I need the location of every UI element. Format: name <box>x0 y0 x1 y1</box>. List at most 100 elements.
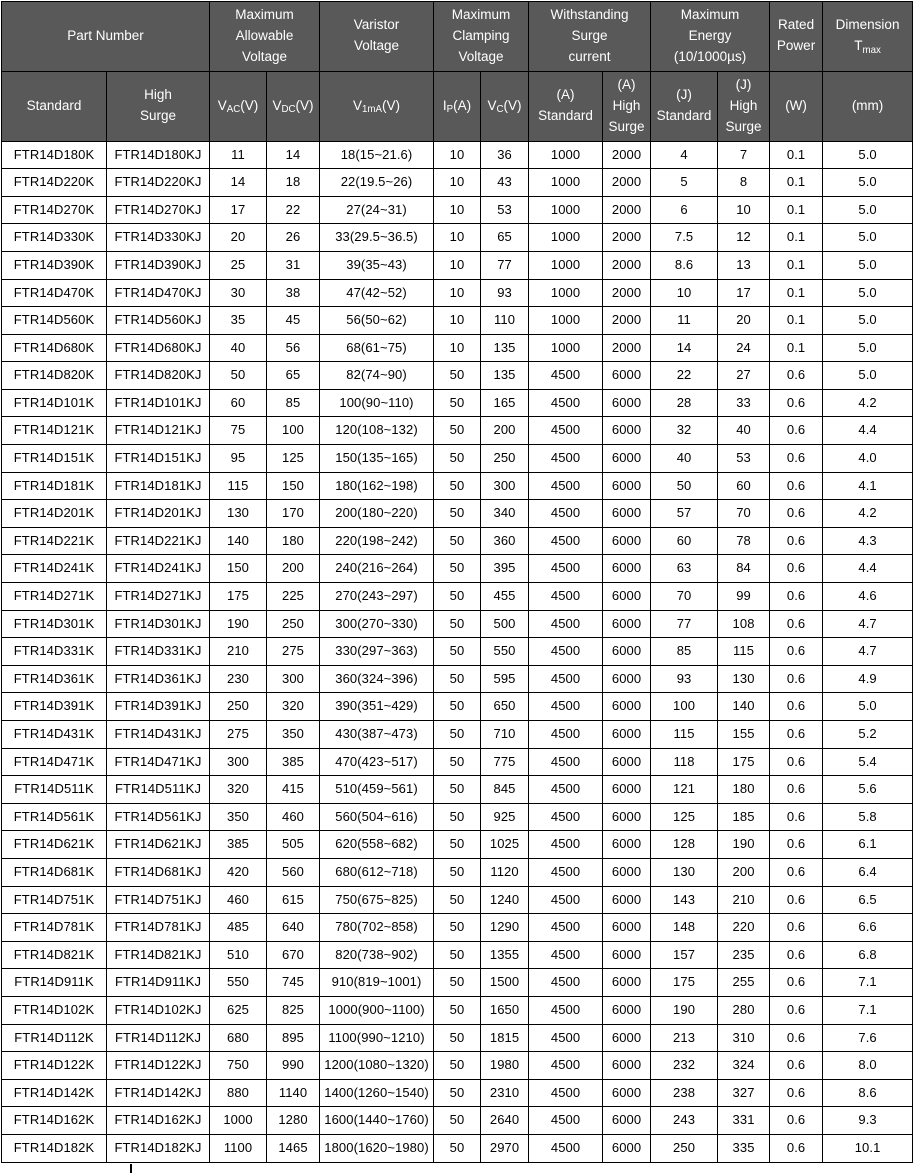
table-row: FTR14D820K FTR14D820KJ 50 65 82(74~90) 50 135 4… <box>1 361 913 390</box>
cell-j-high-surge: 12 <box>717 223 771 252</box>
cell-mm: 4.6 <box>822 582 913 611</box>
cell-part-high-surge: FTR14D560KJ <box>106 306 210 335</box>
cell-ip-a: 10 <box>433 195 482 225</box>
cell-v1ma-v: 180(162~198) <box>319 471 435 501</box>
cell-vc-v: 710 <box>480 720 530 749</box>
cell-ip-a: 10 <box>433 306 482 335</box>
cell-j-standard: 115 <box>650 720 719 749</box>
cell-w: 0.6 <box>769 913 824 942</box>
cell-v1ma-v: 360(324~396) <box>319 664 435 694</box>
cell-j-high-surge: 108 <box>717 609 771 639</box>
cell-j-standard: 118 <box>650 747 719 777</box>
cell-ip-a: 10 <box>433 278 482 308</box>
cell-part-high-surge: FTR14D101KJ <box>106 388 210 418</box>
cell-mm: 5.2 <box>822 720 913 749</box>
cell-vac-v: 880 <box>209 1078 267 1108</box>
cell-vc-v: 135 <box>480 333 530 363</box>
cell-part-standard: FTR14D680K <box>1 333 107 363</box>
cell-vc-v: 550 <box>480 637 530 666</box>
cell-ip-a: 50 <box>433 692 482 721</box>
cell-j-high-surge: 130 <box>717 664 771 694</box>
cell-a-high-surge: 6000 <box>602 1106 652 1135</box>
cell-j-standard: 6 <box>650 195 719 225</box>
cell-vc-v: 500 <box>480 609 530 639</box>
cell-j-high-surge: 327 <box>717 1078 771 1108</box>
cell-mm: 10.1 <box>822 1133 913 1163</box>
cell-part-standard: FTR14D121K <box>1 416 107 446</box>
cell-w: 0.6 <box>769 1078 824 1108</box>
cell-j-standard: 157 <box>650 940 719 970</box>
table-row: FTR14D271K FTR14D271KJ 175 225 270(243~297) 5… <box>1 582 913 611</box>
cell-part-standard: FTR14D821K <box>1 940 107 970</box>
table-row: FTR14D181K FTR14D181KJ 115 150 180(162~198) 5… <box>1 471 913 501</box>
cell-a-standard: 1000 <box>528 333 604 363</box>
cell-w: 0.6 <box>769 940 824 970</box>
table-row: FTR14D911K FTR14D911KJ 550 745 910(819~1001)… <box>1 968 913 997</box>
table-row: FTR14D330K FTR14D330KJ 20 26 33(29.5~36.5) 10… <box>1 223 913 252</box>
cell-part-high-surge: FTR14D330KJ <box>106 223 210 252</box>
cell-vc-v: 1120 <box>480 857 530 887</box>
cell-mm: 5.0 <box>822 278 913 308</box>
cell-vac-v: 150 <box>209 554 267 584</box>
cell-w: 0.6 <box>769 830 824 859</box>
cell-vdc-v: 350 <box>265 720 321 749</box>
cell-part-standard: FTR14D621K <box>1 830 107 859</box>
table-row: FTR14D142K FTR14D142KJ 880 1140 1400(1260~15… <box>1 1078 913 1108</box>
cell-vac-v: 30 <box>209 278 267 308</box>
cell-j-high-surge: 200 <box>717 857 771 887</box>
cell-part-high-surge: FTR14D151KJ <box>106 444 210 473</box>
cell-v1ma-v: 27(24~31) <box>319 195 435 225</box>
cell-part-standard: FTR14D751K <box>1 885 107 915</box>
table-row: FTR14D162K FTR14D162KJ 1000 1280 1600(1440~1… <box>1 1106 913 1135</box>
cell-j-standard: 22 <box>650 361 719 390</box>
cell-ip-a: 50 <box>433 775 482 804</box>
cell-a-standard: 4500 <box>528 444 604 473</box>
cell-part-high-surge: FTR14D561KJ <box>106 802 210 832</box>
cell-ip-a: 50 <box>433 471 482 501</box>
cell-vdc-v: 85 <box>265 388 321 418</box>
cell-part-standard: FTR14D781K <box>1 913 107 942</box>
cell-a-standard: 4500 <box>528 913 604 942</box>
cell-a-standard: 1000 <box>528 250 604 280</box>
cell-j-standard: 213 <box>650 1023 719 1053</box>
cell-j-high-surge: 180 <box>717 775 771 804</box>
cell-j-standard: 11 <box>650 306 719 335</box>
header-sub-v1ma: V1mA(V) <box>319 70 435 142</box>
cell-j-high-surge: 190 <box>717 830 771 859</box>
cell-v1ma-v: 430(387~473) <box>319 720 435 749</box>
cell-a-high-surge: 6000 <box>602 940 652 970</box>
cell-part-high-surge: FTR14D271KJ <box>106 582 210 611</box>
cell-j-high-surge: 33 <box>717 388 771 418</box>
cell-part-standard: FTR14D241K <box>1 554 107 584</box>
cell-part-standard: FTR14D330K <box>1 223 107 252</box>
cell-w: 0.1 <box>769 306 824 335</box>
cell-vc-v: 340 <box>480 499 530 528</box>
cell-vc-v: 455 <box>480 582 530 611</box>
cell-j-high-surge: 210 <box>717 885 771 915</box>
cell-vc-v: 595 <box>480 664 530 694</box>
table-row: FTR14D781K FTR14D781KJ 485 640 780(702~858) 5… <box>1 913 913 942</box>
cell-part-high-surge: FTR14D470KJ <box>106 278 210 308</box>
cell-v1ma-v: 330(297~363) <box>319 637 435 666</box>
cell-part-standard: FTR14D331K <box>1 637 107 666</box>
cell-part-high-surge: FTR14D270KJ <box>106 195 210 225</box>
cell-vdc-v: 65 <box>265 361 321 390</box>
cell-mm: 8.6 <box>822 1078 913 1108</box>
cell-v1ma-v: 47(42~52) <box>319 278 435 308</box>
cell-j-standard: 4 <box>650 140 719 170</box>
cell-part-high-surge: FTR14D180KJ <box>106 140 210 170</box>
cell-j-high-surge: 280 <box>717 995 771 1025</box>
cell-mm: 4.4 <box>822 416 913 446</box>
cell-mm: 5.0 <box>822 306 913 335</box>
table-row: FTR14D681K FTR14D681KJ 420 560 680(612~718) 5… <box>1 857 913 887</box>
cell-vc-v: 200 <box>480 416 530 446</box>
cell-ip-a: 50 <box>433 885 482 915</box>
cell-vc-v: 395 <box>480 554 530 584</box>
cell-a-standard: 4500 <box>528 1106 604 1135</box>
cell-vc-v: 925 <box>480 802 530 832</box>
cell-a-standard: 4500 <box>528 857 604 887</box>
cell-vc-v: 110 <box>480 306 530 335</box>
cell-v1ma-v: 910(819~1001) <box>319 968 435 997</box>
header-group-maximum-energy-10-1000-s: Maximum Energy (10/1000µs) <box>650 1 771 72</box>
cell-vdc-v: 640 <box>265 913 321 942</box>
